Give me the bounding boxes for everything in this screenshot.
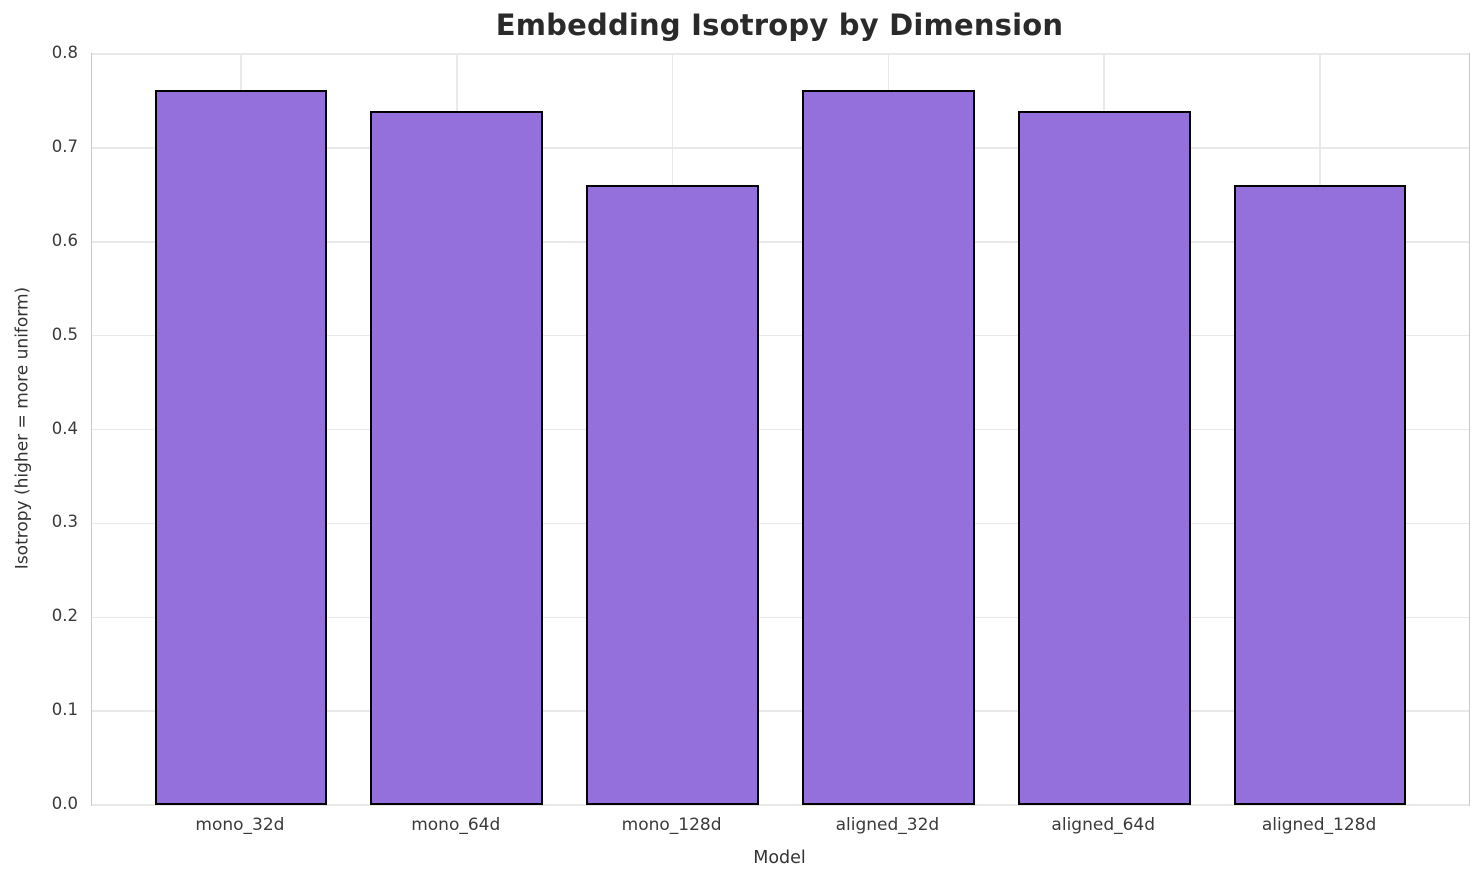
chart-title: Embedding Isotropy by Dimension <box>495 8 1064 42</box>
bar-aligned_64d <box>1017 111 1191 805</box>
y-tick-label: 0.1 <box>51 699 78 719</box>
bar-aligned_128d <box>1233 184 1407 805</box>
h-gridline <box>92 522 1469 525</box>
h-gridline <box>92 53 1469 55</box>
h-gridline <box>92 147 1469 149</box>
x-tick-label: aligned_32d <box>835 815 940 835</box>
bar-mono_32d <box>154 89 328 805</box>
plot-area <box>91 53 1470 806</box>
y-tick-label: 0.5 <box>51 324 78 344</box>
h-gridline <box>92 428 1469 431</box>
y-axis-label: Isotropy (higher = more uniform) <box>12 286 33 570</box>
y-tick-label: 0.4 <box>51 418 78 438</box>
x-tick-label: aligned_64d <box>1051 815 1156 835</box>
y-tick-label: 0.3 <box>51 512 78 532</box>
bar-aligned_32d <box>802 89 975 805</box>
y-tick-label: 0.0 <box>51 793 78 813</box>
h-gridline <box>92 616 1469 618</box>
y-tick-label: 0.7 <box>51 136 78 156</box>
h-gridline <box>92 804 1469 806</box>
x-tick-label: mono_64d <box>411 815 501 835</box>
h-gridline <box>92 334 1469 337</box>
h-gridline <box>92 241 1469 243</box>
y-tick-label: 0.2 <box>51 606 78 625</box>
y-tick-label: 0.6 <box>51 230 78 250</box>
x-tick-label: mono_128d <box>621 815 722 835</box>
bar-mono_128d <box>586 184 759 805</box>
y-tick-label: 0.8 <box>51 42 78 62</box>
x-tick-label: mono_32d <box>195 815 285 835</box>
h-gridline <box>92 710 1469 712</box>
x-axis-label: Model <box>753 848 806 868</box>
x-tick-label: aligned_128d <box>1261 815 1377 835</box>
bar-mono_64d <box>370 111 544 805</box>
